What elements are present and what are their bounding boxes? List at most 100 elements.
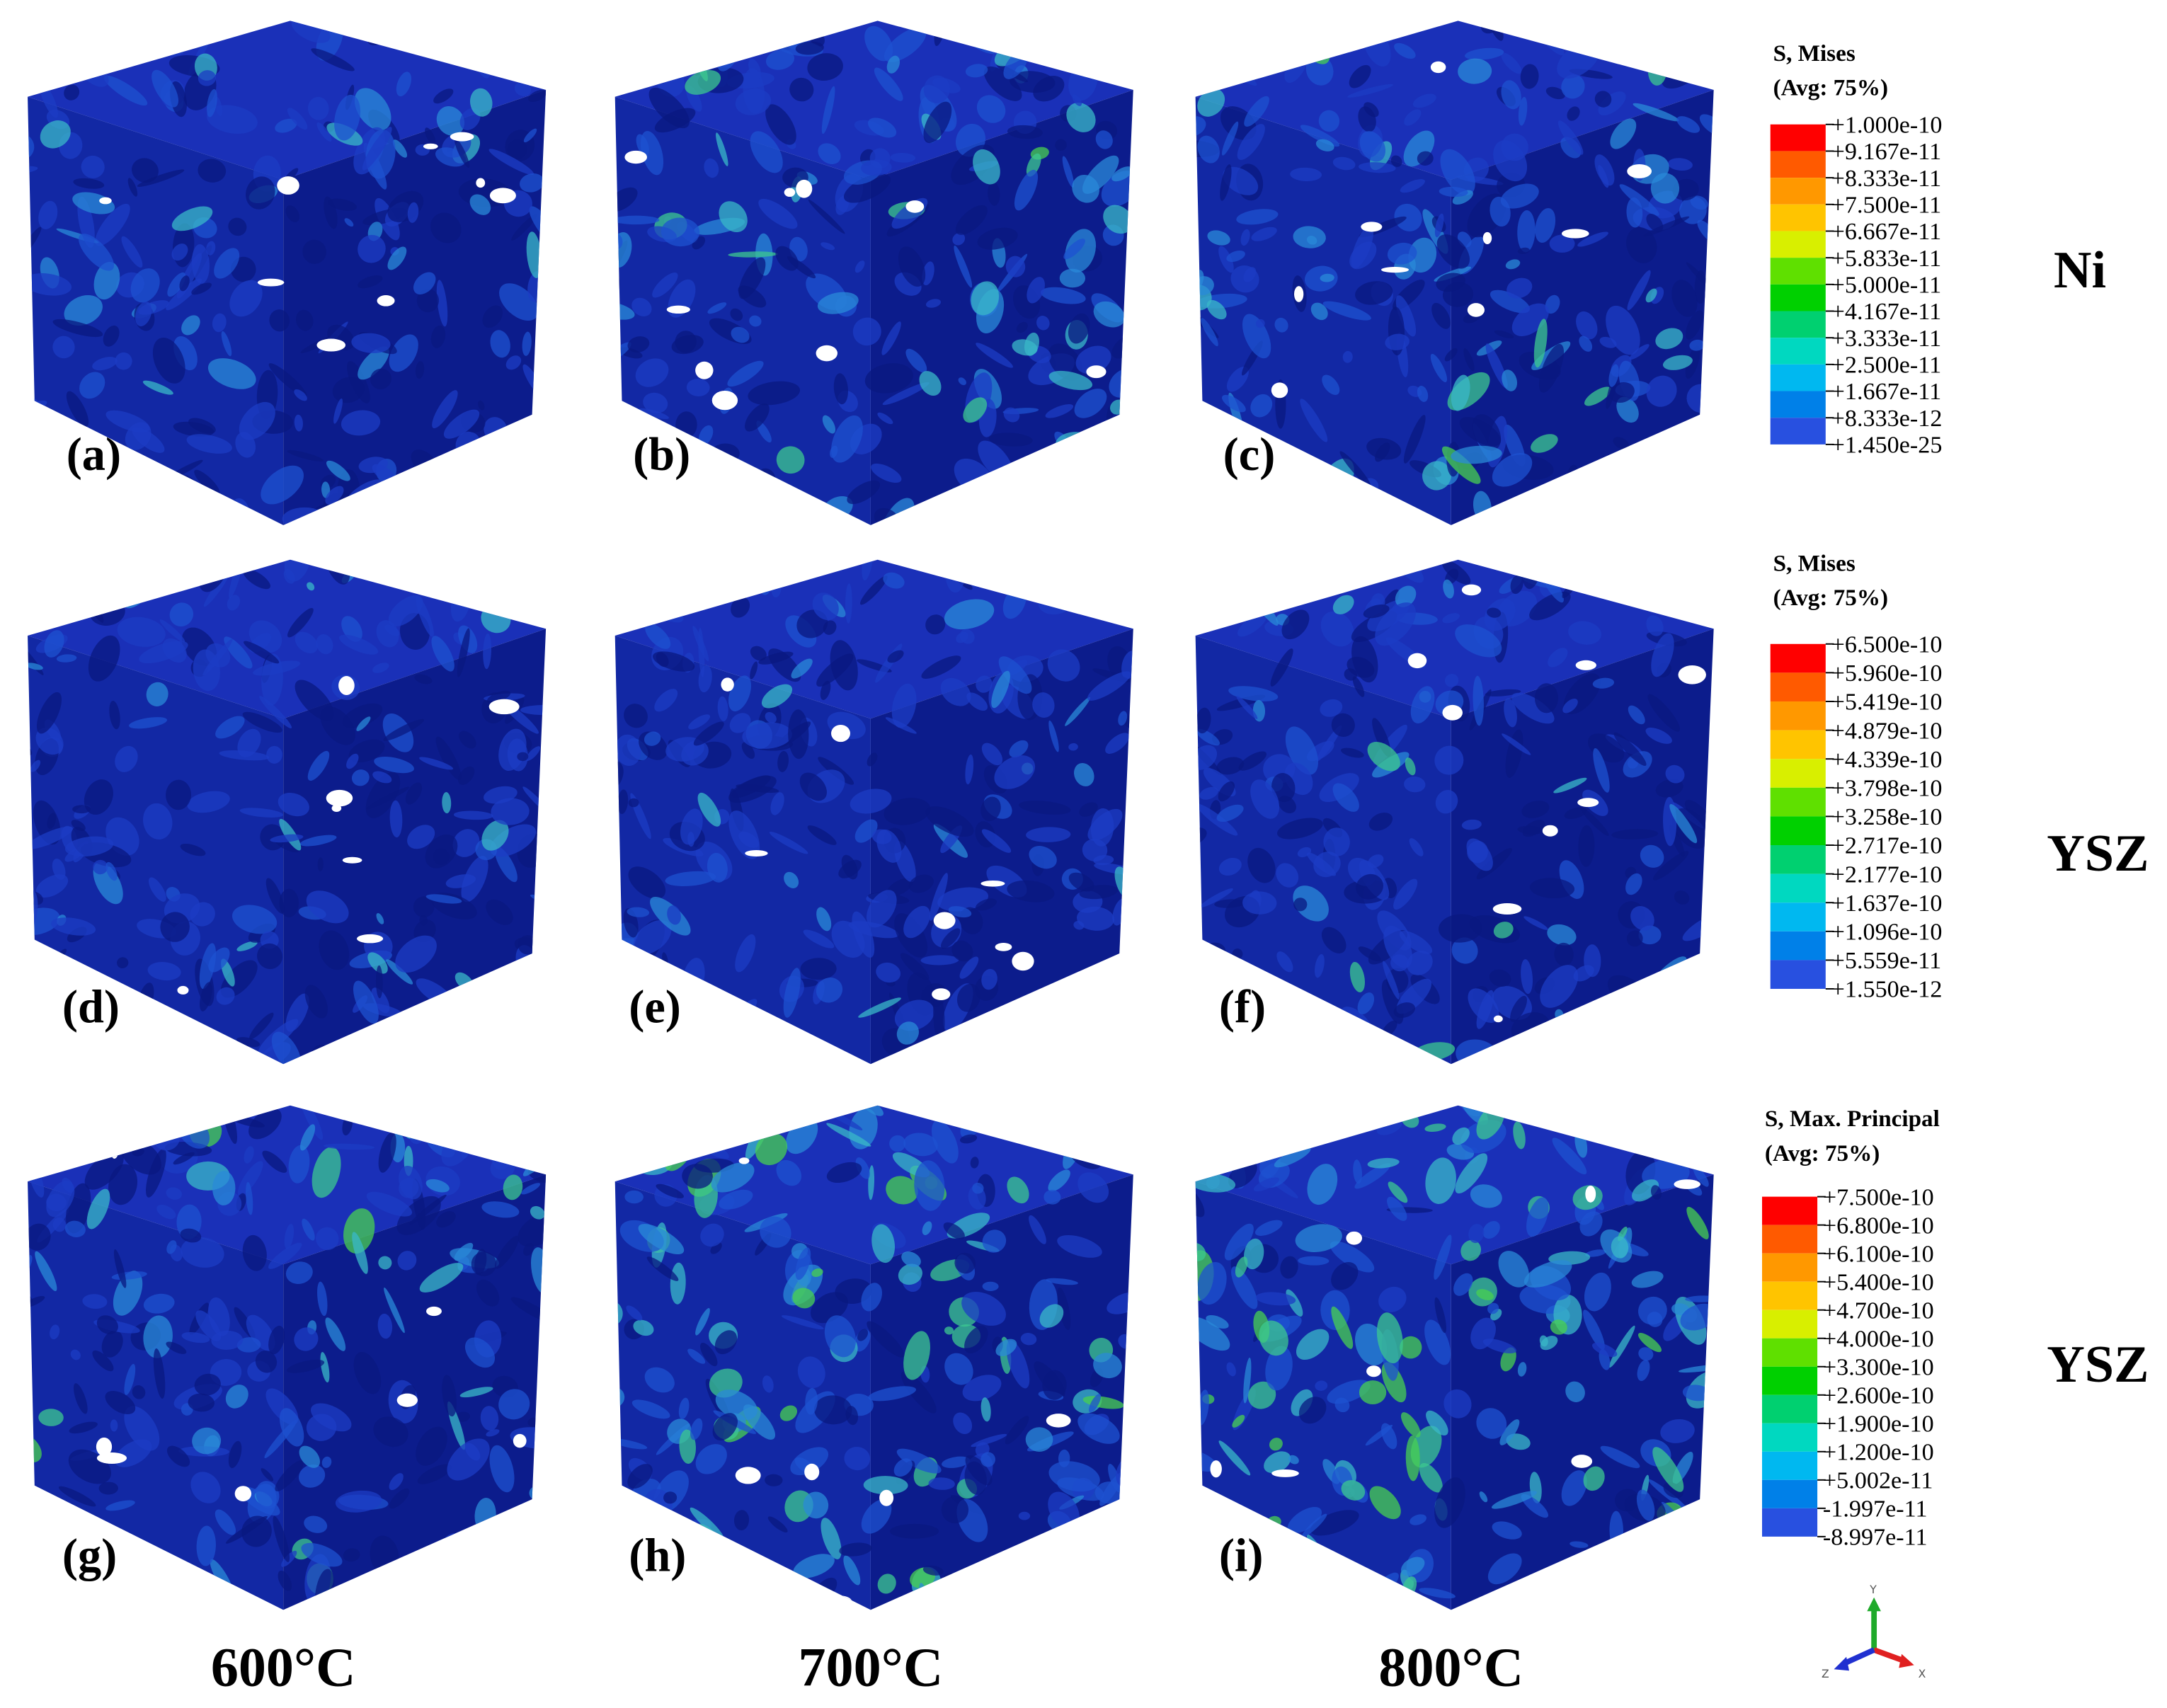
texture-blob <box>636 134 649 156</box>
legend-swatch <box>1770 391 1826 418</box>
texture-blob <box>998 656 1032 694</box>
texture-blob <box>1550 1319 1567 1335</box>
pore <box>695 361 714 379</box>
texture-blob <box>1040 287 1086 304</box>
texture-blob <box>1341 1480 1366 1501</box>
texture-blob <box>1501 52 1522 74</box>
texture-blob <box>378 1132 396 1173</box>
texture-blob <box>884 798 931 825</box>
texture-blob <box>1368 854 1384 869</box>
texture-blob <box>648 87 690 129</box>
texture-blob <box>69 1421 98 1434</box>
texture-blob <box>866 890 897 928</box>
texture-blob <box>1613 437 1630 449</box>
texture-blob <box>93 261 120 300</box>
texture-blob <box>1062 156 1074 188</box>
texture-blob <box>1199 786 1218 800</box>
texture-blob <box>1502 733 1531 755</box>
texture-blob <box>244 641 280 664</box>
texture-blob <box>1650 173 1680 204</box>
texture-blob <box>1609 382 1635 403</box>
triad-x-label: X <box>1919 1668 1926 1680</box>
legend-value: +1.096e-10 <box>1831 919 1943 946</box>
texture-blob <box>311 48 355 71</box>
texture-blob <box>1007 880 1055 902</box>
pore <box>1046 1414 1071 1428</box>
texture-blob <box>354 88 391 131</box>
texture-blob <box>1206 299 1227 320</box>
texture-blob <box>1405 1435 1420 1481</box>
texture-blob <box>929 873 948 921</box>
texture-blob <box>928 1477 955 1490</box>
texture-blob <box>976 898 997 911</box>
texture-blob <box>1405 757 1416 776</box>
texture-blob <box>476 1279 500 1307</box>
texture-blob <box>733 1510 750 1531</box>
texture-blob <box>1383 961 1400 999</box>
texture-blob <box>1482 1339 1517 1354</box>
texture-blob <box>1058 1449 1070 1467</box>
texture-blob <box>972 1182 984 1194</box>
texture-blob <box>1353 1159 1363 1184</box>
texture-blob <box>1074 389 1107 418</box>
texture-blob <box>821 1518 842 1559</box>
texture-blob <box>105 861 118 881</box>
texture-blob <box>187 791 230 813</box>
texture-blob <box>678 1397 690 1420</box>
texture-blob <box>965 64 988 78</box>
texture-blob <box>1613 732 1647 767</box>
texture-blob <box>1565 1381 1585 1402</box>
legend-value: -1.997e-11 <box>1823 1496 1928 1523</box>
texture-blob <box>1632 1179 1659 1202</box>
legend-swatch <box>1770 364 1826 391</box>
legend-swatch <box>1770 258 1826 285</box>
texture-blob <box>854 260 865 273</box>
texture-blob <box>273 1515 290 1562</box>
texture-blob <box>38 200 58 229</box>
texture-blob <box>1523 1260 1572 1288</box>
legend-swatch <box>1770 418 1826 445</box>
texture-blob <box>1434 1477 1465 1528</box>
texture-blob <box>1553 777 1587 793</box>
texture-blob <box>1660 1418 1695 1443</box>
texture-blob <box>335 1490 382 1513</box>
texture-blob <box>351 769 370 786</box>
texture-blob <box>628 866 666 899</box>
texture-blob <box>225 1385 248 1409</box>
texture-blob <box>1585 1249 1606 1257</box>
legend-swatch <box>1770 284 1826 311</box>
texture-blob <box>1082 155 1119 194</box>
texture-blob <box>1534 683 1559 713</box>
texture-blob <box>333 398 343 424</box>
texture-blob <box>1631 1271 1664 1288</box>
texture-blob <box>371 987 390 1014</box>
pore <box>735 1467 761 1484</box>
texture-blob <box>1393 878 1418 910</box>
texture-blob <box>190 1472 221 1503</box>
texture-blob <box>826 1162 862 1183</box>
texture-blob <box>1451 445 1502 464</box>
texture-blob <box>1443 579 1454 599</box>
texture-blob <box>1598 165 1609 188</box>
texture-blob <box>1487 607 1502 618</box>
texture-blob <box>756 420 772 443</box>
texture-blob <box>728 776 777 803</box>
texture-blob <box>614 301 635 320</box>
texture-blob <box>530 1247 547 1295</box>
texture-blob <box>716 132 728 166</box>
texture-blob <box>1026 153 1041 177</box>
texture-blob <box>765 50 795 70</box>
texture-blob <box>458 766 475 785</box>
texture-blob <box>52 319 103 338</box>
legend-value: +1.450e-25 <box>1831 432 1943 459</box>
texture-blob <box>1463 348 1475 372</box>
texture-blob <box>783 968 801 1018</box>
texture-blob <box>1293 885 1329 922</box>
texture-blob <box>459 1387 493 1398</box>
texture-blob <box>70 1349 81 1360</box>
axis-triad: Y Z X <box>1822 1583 1926 1680</box>
texture-blob <box>1505 259 1521 270</box>
texture-blob <box>1403 415 1426 464</box>
texture-blob <box>173 1152 195 1165</box>
texture-blob <box>269 309 290 332</box>
